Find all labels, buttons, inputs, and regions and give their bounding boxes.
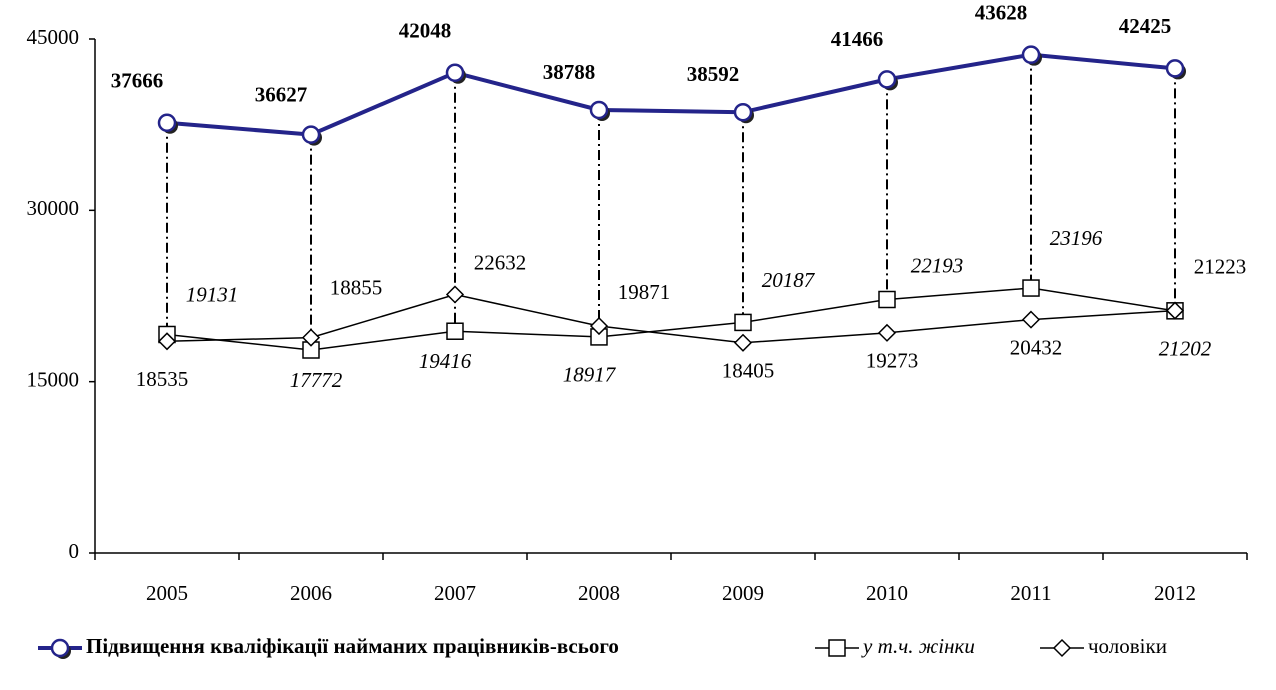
data-label: 19416 [419, 349, 472, 373]
point [1021, 45, 1041, 64]
data-label: 42425 [1119, 14, 1172, 38]
legend-label: у т.ч. жінки [861, 634, 975, 658]
x-tick-label: 2009 [722, 581, 764, 605]
x-tick-label: 2008 [578, 581, 620, 605]
point [1165, 59, 1185, 78]
series-line [166, 287, 1176, 351]
data-label: 20187 [762, 268, 816, 292]
data-label: 19131 [186, 282, 239, 306]
data-label: 23196 [1050, 226, 1103, 250]
data-label: 42048 [399, 19, 452, 43]
data-label: 37666 [111, 69, 164, 93]
point [733, 102, 753, 122]
point [301, 125, 321, 144]
point [734, 313, 752, 332]
data-label: 38592 [687, 62, 740, 86]
point [878, 290, 896, 309]
data-label: 18535 [136, 367, 189, 391]
data-label: 36627 [255, 82, 308, 106]
data-label: 18405 [722, 359, 775, 383]
x-tick-label: 2006 [290, 581, 332, 605]
legend-label: чоловіки [1088, 634, 1167, 658]
point [877, 323, 897, 342]
series-line [166, 293, 1176, 344]
point [1022, 279, 1040, 297]
data-label: 43628 [975, 0, 1028, 24]
point [1165, 301, 1185, 320]
y-tick-label: 0 [69, 539, 80, 563]
series-line [166, 52, 1176, 137]
data-label: 38788 [543, 60, 596, 84]
point [301, 328, 321, 347]
data-label: 18855 [330, 275, 383, 299]
point [1021, 310, 1041, 329]
legend-label: Підвищення кваліфікації найманих працівн… [86, 634, 619, 658]
data-label: 19871 [618, 280, 671, 304]
data-label: 22632 [474, 250, 527, 274]
x-tick-label: 2007 [434, 581, 476, 605]
point [445, 63, 465, 82]
point [446, 322, 464, 340]
point [877, 70, 897, 89]
y-tick-label: 15000 [27, 367, 80, 391]
point [157, 113, 177, 133]
x-tick-label: 2012 [1154, 581, 1196, 605]
x-tick-label: 2011 [1010, 581, 1051, 605]
legend-marker [828, 639, 846, 657]
data-label: 17772 [290, 368, 343, 392]
data-label: 21202 [1159, 337, 1212, 361]
data-label: 19273 [866, 349, 919, 373]
point [589, 316, 609, 336]
point [445, 285, 465, 304]
data-label: 21223 [1194, 254, 1247, 278]
legend-marker [50, 638, 70, 658]
data-label: 41466 [831, 27, 884, 51]
point [733, 333, 753, 352]
data-label: 22193 [911, 253, 964, 277]
y-tick-label: 45000 [27, 25, 80, 49]
x-tick-label: 2010 [866, 581, 908, 605]
data-label: 18917 [563, 363, 617, 387]
x-tick-label: 2005 [146, 581, 188, 605]
point [589, 100, 609, 120]
y-tick-label: 30000 [27, 196, 80, 220]
data-label: 20432 [1010, 335, 1063, 359]
point [157, 332, 177, 351]
legend-marker [1052, 638, 1072, 658]
